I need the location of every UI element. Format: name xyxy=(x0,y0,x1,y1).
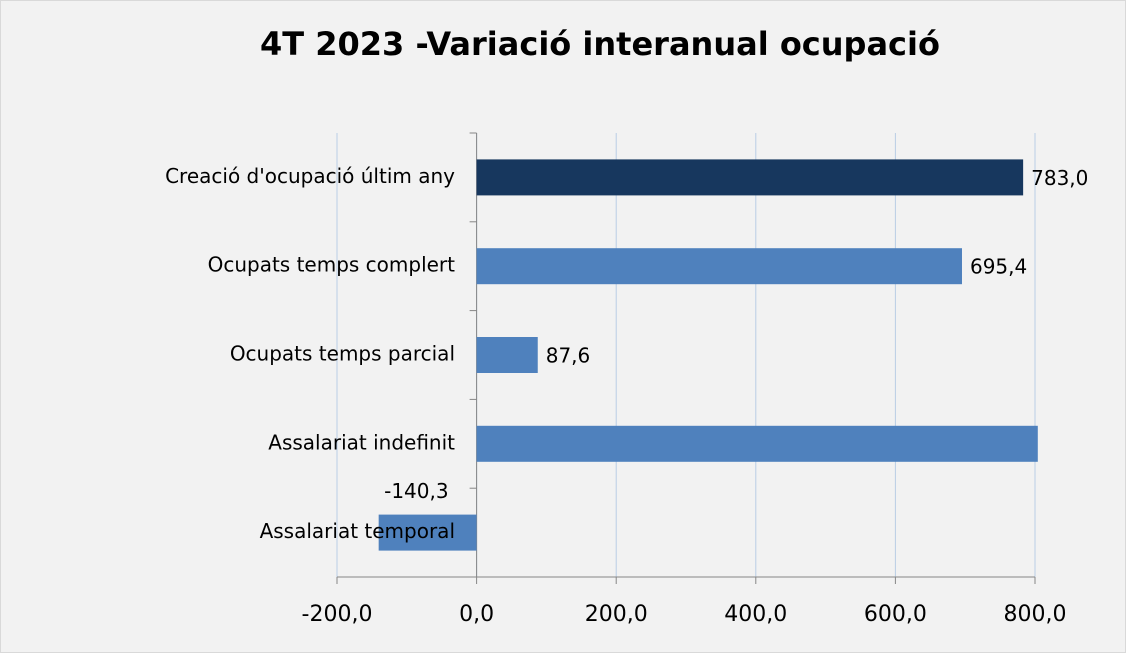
x-tick-label: 200,0 xyxy=(585,602,648,627)
data-label: 783,0 xyxy=(1031,166,1088,190)
bar xyxy=(476,425,1038,462)
y-tick-label: Ocupats temps complert xyxy=(208,253,456,277)
bar xyxy=(476,159,1024,196)
y-tick-label: Creació d'ocupació últim any xyxy=(165,164,455,188)
y-tick-label: Assalariat indefinit xyxy=(268,430,455,454)
x-tick-label: 800,0 xyxy=(1004,602,1067,627)
x-tick-label: 600,0 xyxy=(864,602,927,627)
data-label: 695,4 xyxy=(970,255,1027,279)
y-tick-label: Ocupats temps parcial xyxy=(230,342,455,366)
bar xyxy=(476,337,538,373)
data-label: -140,3 xyxy=(384,479,448,503)
x-tick-label: 400,0 xyxy=(724,602,787,627)
x-tick-label: -200,0 xyxy=(302,602,373,627)
bar xyxy=(476,248,962,285)
x-tick-label: 0,0 xyxy=(459,602,494,627)
y-tick-label: Assalariat temporal xyxy=(260,519,455,543)
bar xyxy=(378,514,477,551)
chart-title: 4T 2023 -Variació interanual ocupació xyxy=(260,25,940,63)
data-label: 87,6 xyxy=(546,344,591,368)
